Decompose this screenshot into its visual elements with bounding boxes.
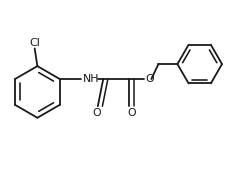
Text: O: O (145, 74, 154, 84)
Text: O: O (92, 108, 101, 118)
Text: Cl: Cl (29, 38, 40, 48)
Text: NH: NH (83, 74, 99, 84)
Text: O: O (127, 108, 136, 118)
